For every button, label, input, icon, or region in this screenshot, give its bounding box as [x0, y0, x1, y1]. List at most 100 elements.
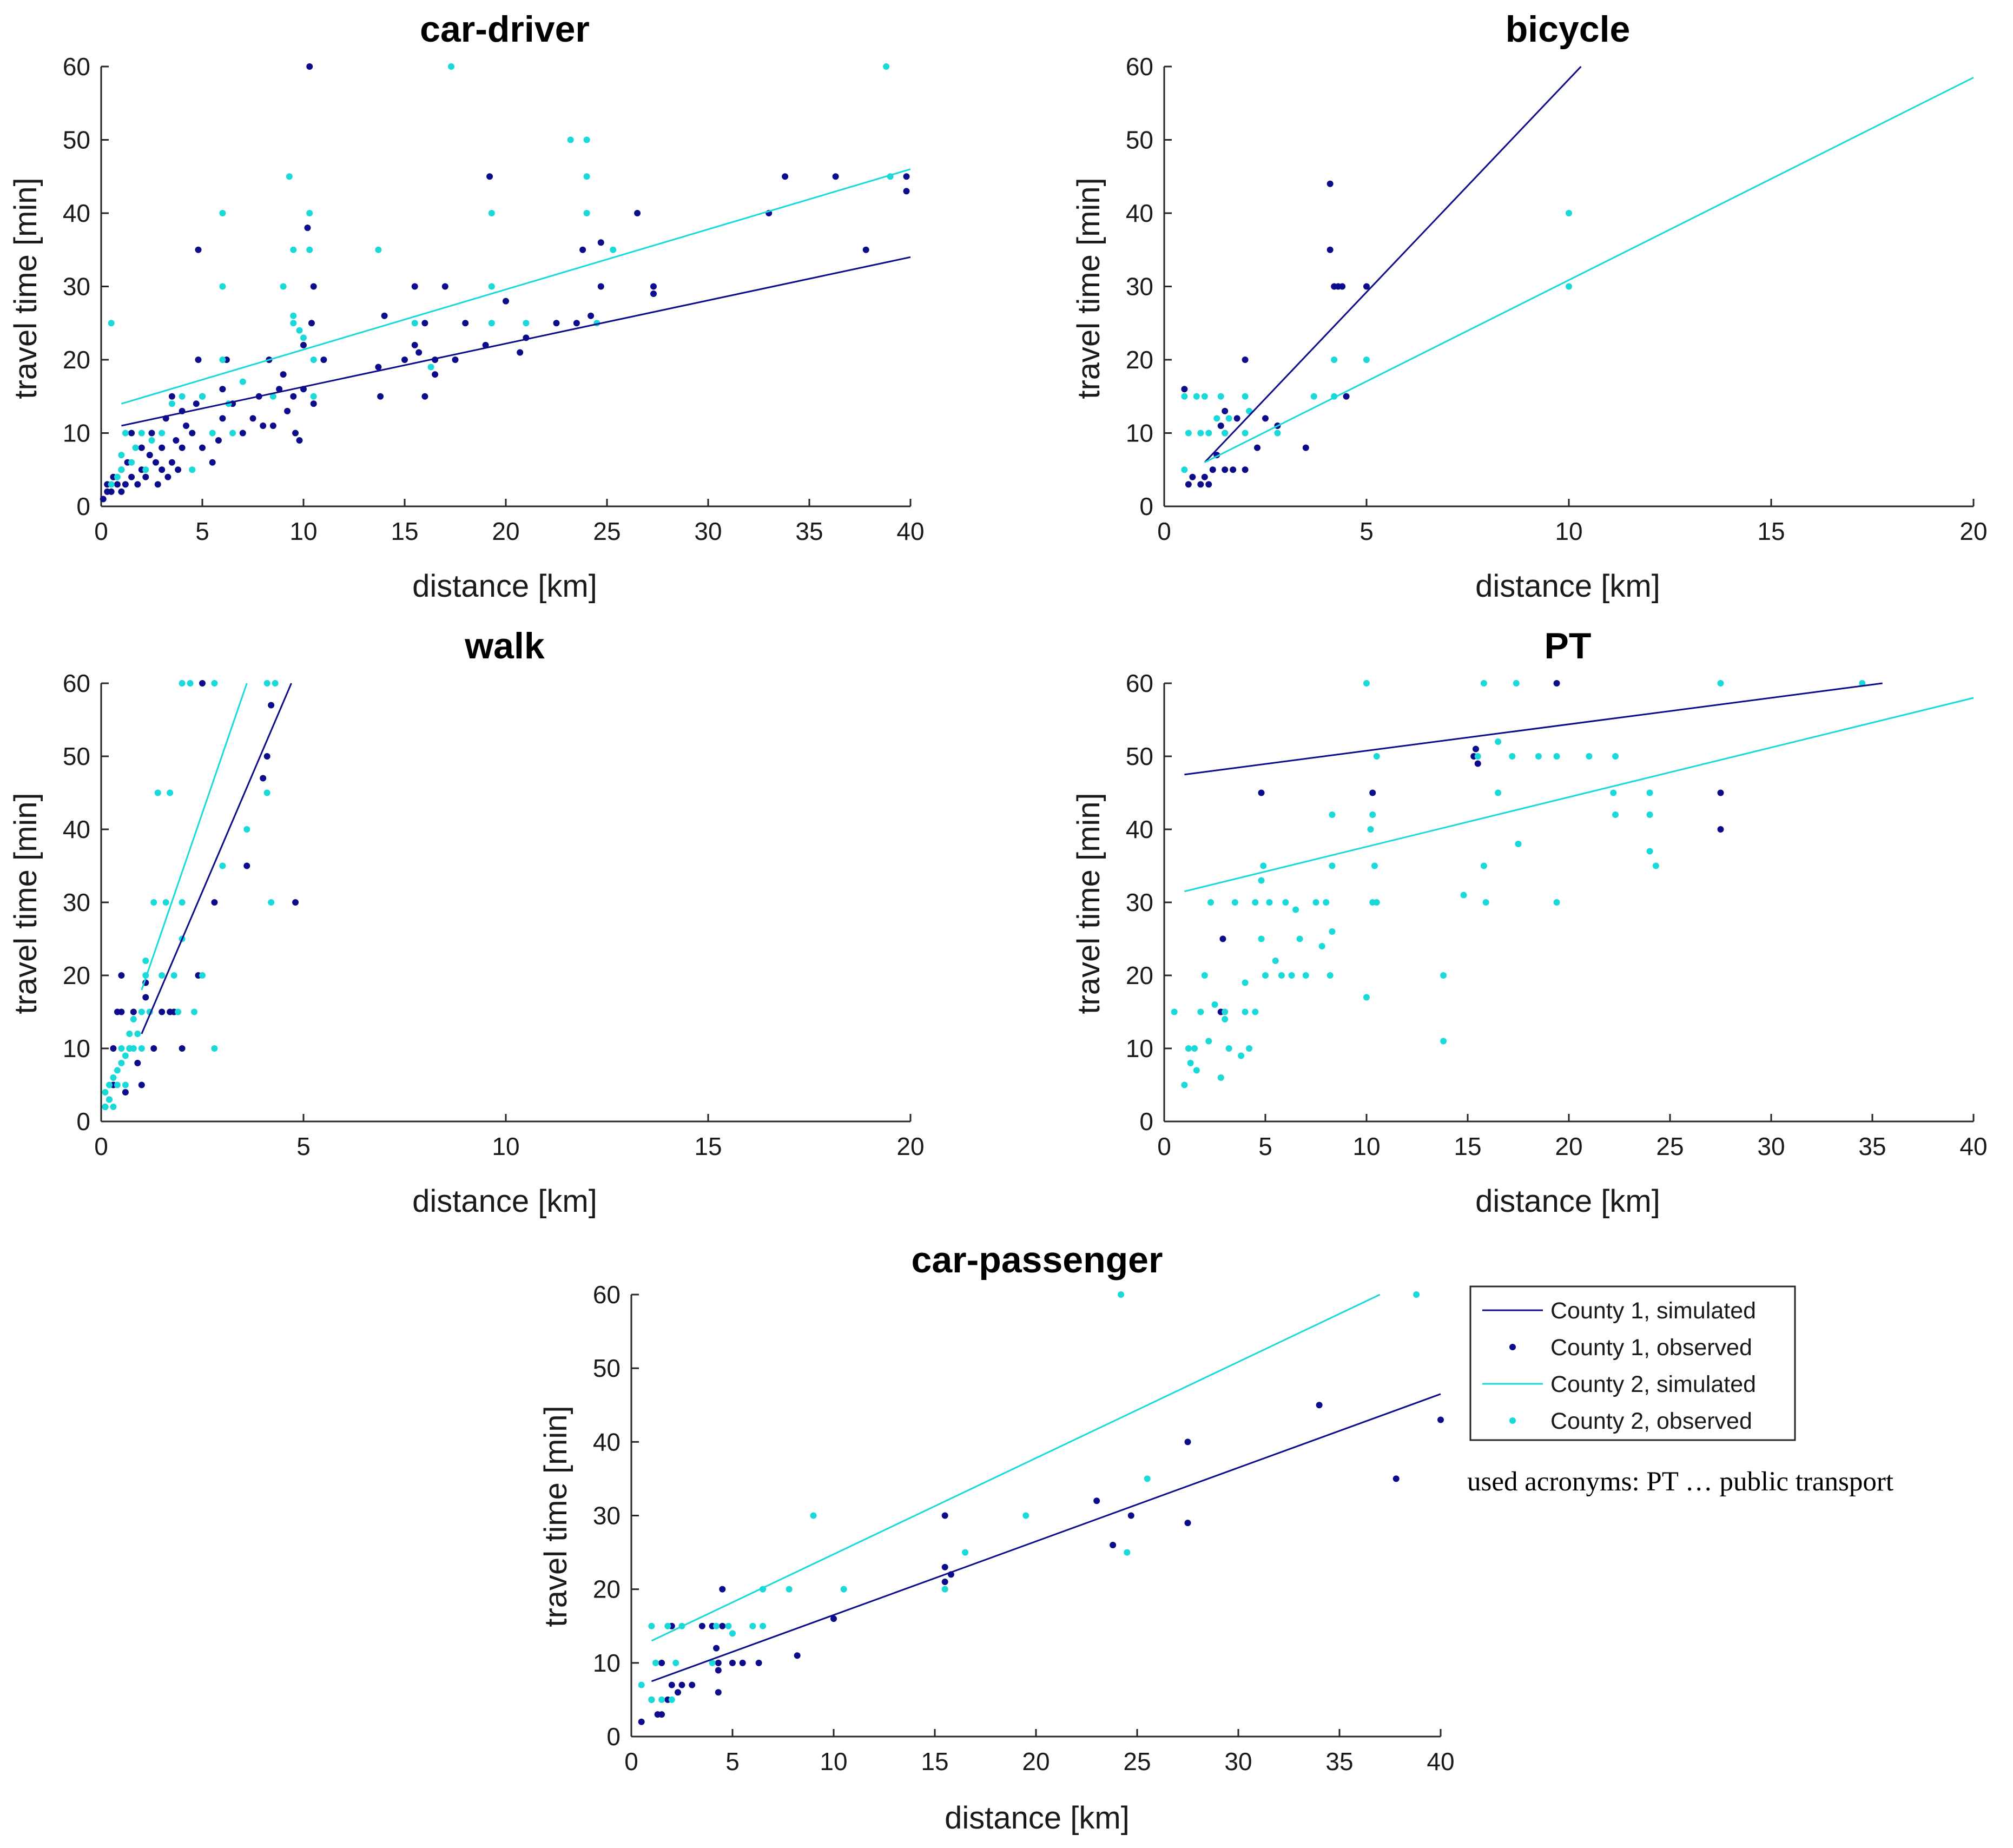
data-point [168, 400, 175, 407]
data-point [1369, 811, 1376, 818]
data-point [219, 357, 226, 363]
data-point [583, 136, 590, 143]
data-point [209, 430, 216, 437]
data-point [650, 291, 657, 298]
data-point [219, 386, 226, 393]
data-point [310, 283, 317, 290]
y-tick-label: 20 [1126, 961, 1153, 989]
data-point [709, 1659, 716, 1666]
data-point [1231, 899, 1238, 906]
data-point [1225, 1045, 1232, 1052]
data-point [678, 1681, 685, 1688]
y-tick-label: 30 [63, 273, 90, 301]
y-axis-label: travel time [min] [538, 1405, 573, 1627]
y-tick-label: 60 [1126, 52, 1153, 81]
plot-area: 0 5 10 15 20 0 10 20 30 40 50 60 [63, 669, 925, 1160]
data-point [941, 1512, 948, 1519]
data-point [159, 972, 166, 979]
legend-item-county1-simulated: County 1, simulated [1482, 1298, 1756, 1324]
x-tick-label: 10 [492, 1132, 519, 1160]
data-point [1022, 1512, 1029, 1519]
data-point [189, 466, 196, 473]
x-tick-label: 20 [896, 1132, 924, 1160]
data-point [749, 1622, 756, 1629]
data-point [715, 1659, 722, 1666]
data-point [1282, 899, 1289, 906]
data-point [1310, 393, 1317, 400]
legend-swatch-marker-county2 [1509, 1417, 1516, 1424]
data-point [1124, 1549, 1131, 1556]
data-point [138, 1045, 145, 1052]
data-point [883, 63, 890, 70]
data-point [148, 437, 155, 444]
data-point [1363, 283, 1370, 290]
data-point [1612, 811, 1619, 818]
data-point [105, 1081, 113, 1088]
data-point [175, 1008, 182, 1015]
data-point [249, 415, 256, 422]
y-tick-label: 0 [76, 492, 90, 520]
data-point [132, 444, 139, 451]
data-point [159, 466, 166, 473]
y-tick-label: 0 [76, 1107, 90, 1136]
data-point [1288, 972, 1295, 979]
data-point [903, 173, 910, 180]
data-point [1437, 1416, 1444, 1423]
data-point [1242, 1008, 1249, 1015]
data-point [263, 753, 270, 760]
panel-bicycle: bicycle 0 5 10 15 20 0 10 20 30 40 50 60 distance [… [1071, 9, 1988, 604]
data-point [1222, 430, 1229, 437]
data-point [211, 680, 218, 687]
data-point [219, 862, 226, 869]
legend-label: County 1, simulated [1550, 1298, 1756, 1324]
data-point [1205, 481, 1212, 488]
data-point [1316, 1402, 1323, 1409]
data-point [658, 1659, 665, 1666]
x-tick-label: 5 [725, 1747, 740, 1776]
y-tick-label: 60 [593, 1281, 621, 1309]
data-point [786, 1586, 793, 1593]
data-point [719, 1586, 726, 1593]
data-point [1225, 415, 1232, 422]
data-point [411, 320, 418, 327]
x-tick-label: 15 [1757, 517, 1785, 545]
data-point [381, 312, 388, 319]
x-tick-label: 35 [1858, 1132, 1886, 1160]
y-tick-label: 10 [593, 1649, 621, 1677]
data-point [1363, 994, 1370, 1001]
data-point [170, 972, 177, 979]
data-point [503, 298, 509, 305]
data-point [142, 994, 149, 1001]
data-point [1509, 753, 1516, 760]
data-point [1181, 466, 1188, 473]
panel-car-driver: car-driver 0 5 10 15 20 25 30 35 40 0 10 20 30 40 50 60… [8, 9, 925, 604]
x-tick-label: 10 [1352, 1132, 1380, 1160]
data-point [310, 357, 317, 363]
data-point [1367, 826, 1374, 833]
plot-area: 0 5 10 15 20 25 30 35 40 0 10 20 30 40 50 60 [593, 1281, 1455, 1776]
data-point [1373, 899, 1380, 906]
data-point [488, 320, 495, 327]
data-point [138, 1008, 145, 1015]
data-point [1197, 1008, 1204, 1015]
data-point [199, 444, 206, 451]
x-tick-label: 5 [296, 1132, 311, 1160]
data-point [1242, 979, 1249, 986]
data-point [118, 1045, 125, 1052]
data-point [1329, 811, 1336, 818]
data-point [1258, 935, 1265, 942]
data-point [1392, 1475, 1400, 1482]
data-point [1201, 473, 1208, 480]
series-county2-simulated-line [1204, 76, 1974, 464]
chart-title: walk [464, 625, 545, 666]
data-point [122, 1081, 129, 1088]
y-tick-label: 10 [1126, 1034, 1153, 1062]
data-point [1472, 745, 1479, 753]
data-point [1363, 357, 1370, 363]
legend-box [1469, 1285, 1796, 1441]
series-county2-simulated-line [121, 168, 911, 405]
data-point [1535, 753, 1542, 760]
data-point [1460, 892, 1467, 899]
data-point [1373, 753, 1380, 760]
data-point [128, 430, 135, 437]
